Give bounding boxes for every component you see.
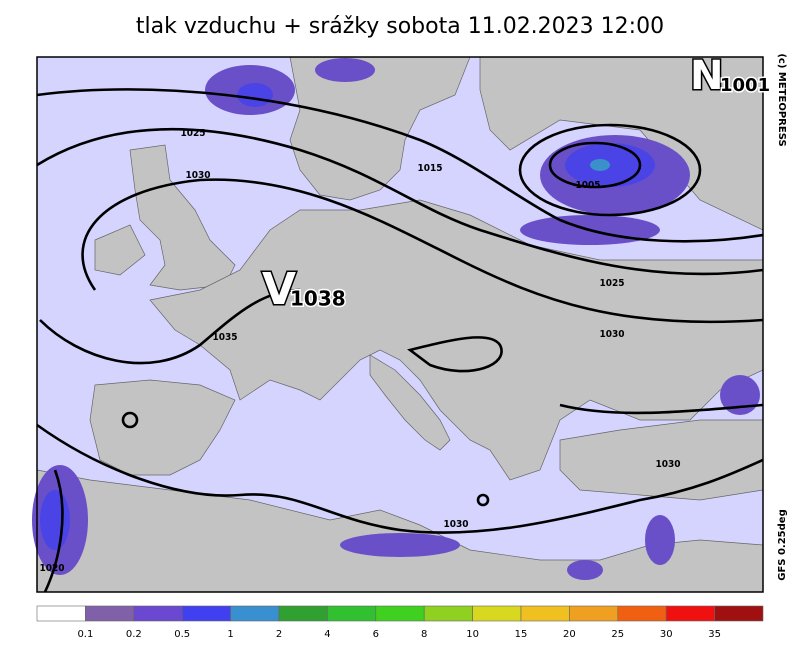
legend-swatch xyxy=(85,605,135,622)
legend-swatch xyxy=(327,605,377,622)
legend-label: 0.2 xyxy=(126,629,142,640)
map xyxy=(32,56,764,593)
legend-swatch xyxy=(569,605,619,622)
legend-label: 4 xyxy=(324,629,330,640)
legend-swatch xyxy=(617,605,667,622)
isobar-label: 1025 xyxy=(180,128,205,139)
land xyxy=(369,354,451,451)
isobars xyxy=(36,88,764,593)
center-value: 1001 xyxy=(720,75,770,96)
land xyxy=(289,56,471,201)
isobar-label: 1035 xyxy=(212,332,237,343)
isobar-label: 1030 xyxy=(599,329,624,340)
land xyxy=(94,224,146,276)
legend-swatch xyxy=(472,605,522,622)
land xyxy=(89,379,236,476)
center-letter: V xyxy=(262,264,296,315)
legend-label: 0.5 xyxy=(174,629,190,640)
isobar-label: 1030 xyxy=(185,170,210,181)
legend-swatch xyxy=(230,605,280,622)
legend-swatch xyxy=(36,605,86,622)
legend-swatch xyxy=(181,605,231,622)
center-value: 1038 xyxy=(290,287,346,311)
legend-label: 1 xyxy=(227,629,233,640)
isobar-label: 1005 xyxy=(575,180,600,191)
legend-swatch xyxy=(520,605,570,622)
legend-label: 2 xyxy=(276,629,282,640)
legend-label: 10 xyxy=(466,629,479,640)
legend-swatch xyxy=(665,605,715,622)
isobar-label: 1030 xyxy=(443,519,468,530)
legend-label: 15 xyxy=(515,629,528,640)
credits: (c) METEOPRESS xyxy=(776,53,787,146)
legend-label: 6 xyxy=(373,629,379,640)
legend-swatch xyxy=(423,605,473,622)
legend-label: 35 xyxy=(708,629,721,640)
legend-label: 0.1 xyxy=(77,629,93,640)
legend-swatch xyxy=(278,605,328,622)
center-letter: N xyxy=(690,53,723,99)
legend-label: 25 xyxy=(611,629,624,640)
legend: 0.1 0.2 0.5 1 2 4 6 8 10 15 20 25 30 35 xyxy=(36,605,764,640)
legend-swatch xyxy=(714,605,764,622)
legend-label: 30 xyxy=(660,629,673,640)
isobar-label: 1025 xyxy=(599,278,624,289)
isobar-label: 1015 xyxy=(417,163,442,174)
model-label: GFS 0.25deg xyxy=(777,509,788,581)
legend-swatch xyxy=(133,605,183,622)
legend-label: 8 xyxy=(421,629,427,640)
legend-label: 20 xyxy=(563,629,576,640)
legend-swatch xyxy=(375,605,425,622)
isobar-label: 1020 xyxy=(39,563,64,574)
map-title: tlak vzduchu + srážky sobota 11.02.2023 … xyxy=(136,14,664,39)
isobar-label: 1030 xyxy=(655,459,680,470)
